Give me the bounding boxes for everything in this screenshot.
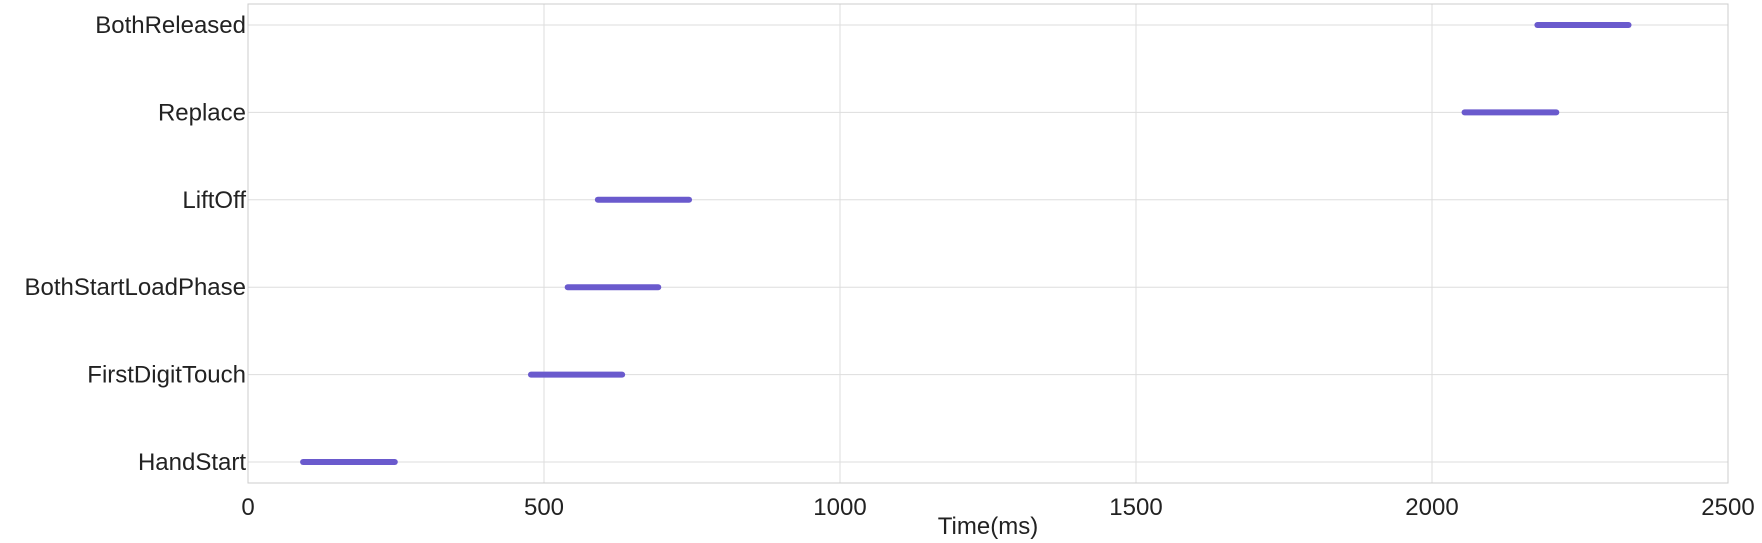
x-tick-label: 1500 xyxy=(1109,494,1162,521)
y-category-labels: HandStart FirstDigitTouch BothStartLoadPha… xyxy=(25,12,247,476)
grid-lines xyxy=(247,4,1729,483)
x-tick-label: 2500 xyxy=(1701,494,1754,521)
x-axis-title: Time(ms) xyxy=(938,513,1038,540)
y-category-label: LiftOff xyxy=(182,187,246,214)
y-category-label: BothStartLoadPhase xyxy=(25,274,247,301)
y-category-label: FirstDigitTouch xyxy=(87,362,246,389)
y-category-label: Replace xyxy=(158,99,246,126)
plot-frame xyxy=(247,3,1729,484)
range-bars xyxy=(300,22,1632,465)
y-category-label: HandStart xyxy=(138,449,246,476)
x-tick-label: 500 xyxy=(524,494,564,521)
x-tick-label: 1000 xyxy=(813,494,866,521)
x-tick-label: 2000 xyxy=(1405,494,1458,521)
y-category-label: BothReleased xyxy=(95,12,246,39)
x-tick-labels: 0 500 1000 1500 2000 2500 xyxy=(241,494,1754,521)
x-tick-label: 0 xyxy=(241,494,254,521)
